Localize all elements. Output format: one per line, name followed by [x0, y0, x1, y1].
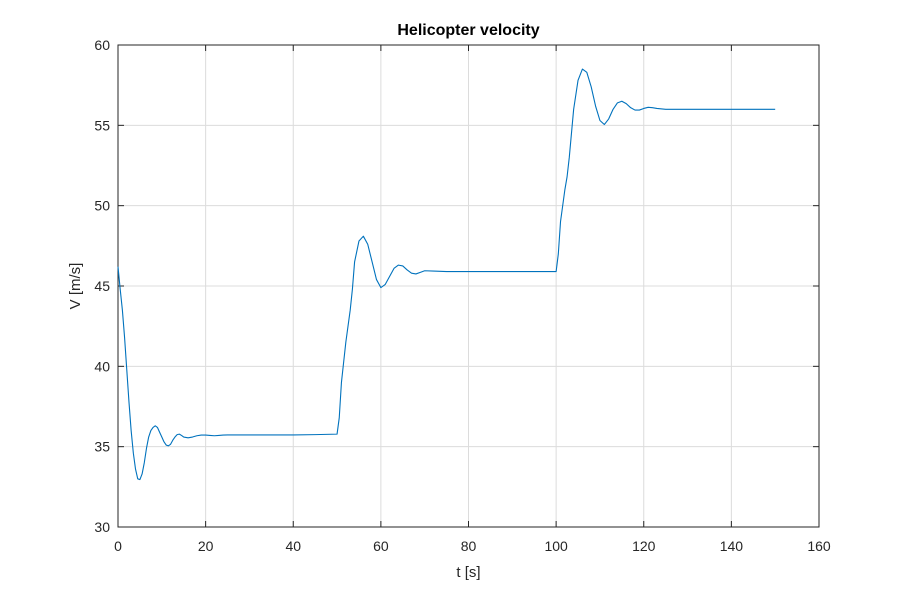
y-axis-label: V [m/s]: [67, 263, 84, 310]
x-tick-label: 140: [720, 538, 744, 554]
x-tick-label: 120: [632, 538, 656, 554]
x-tick-label: 80: [461, 538, 477, 554]
y-tick-label: 45: [94, 278, 110, 294]
x-tick-label: 60: [373, 538, 389, 554]
grid: [118, 45, 819, 527]
chart-title: Helicopter velocity: [397, 22, 539, 39]
y-tick-label: 60: [94, 37, 110, 53]
x-tick-label: 100: [544, 538, 568, 554]
series-group: [117, 68, 776, 481]
y-tick-label: 40: [94, 358, 110, 374]
x-tick-label: 0: [114, 538, 122, 554]
x-tick-label: 40: [285, 538, 301, 554]
y-tick-label: 55: [94, 117, 110, 133]
y-tick-label: 35: [94, 439, 110, 455]
y-tick-label: 30: [94, 519, 110, 535]
ticks: 0 20 40 60 80 100 120 140 160 30 35 40 45 50 55 60: [94, 37, 830, 554]
x-tick-label: 160: [807, 538, 831, 554]
y-tick-label: 50: [94, 198, 110, 214]
x-tick-label: 20: [198, 538, 214, 554]
velocity-line: [117, 68, 776, 481]
x-axis-label: t [s]: [456, 564, 480, 581]
